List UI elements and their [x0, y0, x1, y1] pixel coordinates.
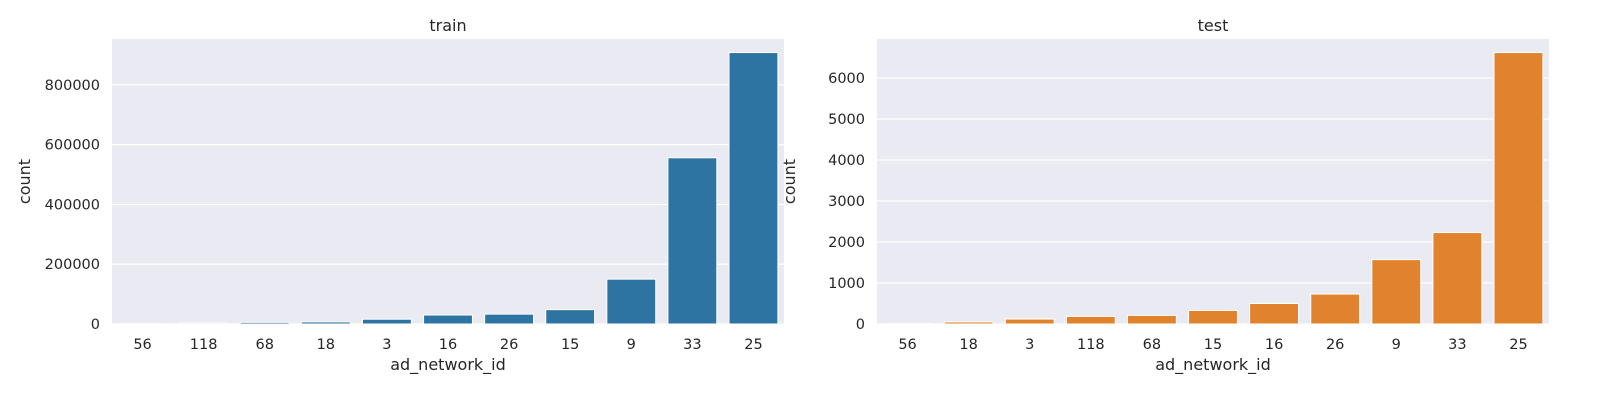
- test-y-tick-label: 0: [856, 317, 865, 333]
- train-x-tick-label: 118: [190, 337, 218, 353]
- train-x-tick-label: 68: [256, 337, 274, 353]
- train-x-tick-label: 3: [382, 337, 391, 353]
- train-x-tick-label: 26: [500, 337, 518, 353]
- train-x-tick-label: 18: [317, 337, 335, 353]
- train-x-tick-label: 16: [439, 337, 457, 353]
- train-bar: [239, 321, 290, 325]
- test-bar: [1126, 314, 1177, 325]
- test-bar: [943, 321, 994, 325]
- train-bar: [361, 318, 412, 325]
- train-y-axis-label: count: [15, 159, 34, 204]
- train-y-tick-label: 800000: [45, 78, 100, 94]
- train-bar: [728, 52, 779, 325]
- test-x-tick-label: 33: [1448, 337, 1466, 353]
- train-bar: [300, 321, 351, 325]
- test-x-tick-label: 68: [1143, 337, 1161, 353]
- test-bar: [1310, 293, 1361, 325]
- train-y-tick-label: 400000: [45, 197, 100, 213]
- test-y-tick-label: 6000: [828, 71, 865, 87]
- test-bar: [1493, 52, 1544, 325]
- test-bars: [882, 52, 1544, 325]
- train-x-tick-label: 33: [683, 337, 701, 353]
- train-y-tick-label: 600000: [45, 138, 100, 154]
- train-x-ticks: 56 118 68 18 3 16 26 15 9 33 25: [133, 337, 762, 353]
- test-bar: [1065, 315, 1116, 325]
- train-y-ticks: 0 200000 400000 600000 800000: [45, 78, 100, 333]
- test-bar: [1371, 259, 1422, 325]
- test-bar: [1249, 302, 1300, 325]
- test-x-tick-label: 118: [1077, 337, 1105, 353]
- test-bar: [1004, 318, 1055, 325]
- test-x-tick-label: 9: [1392, 337, 1401, 353]
- test-y-axis-label: count: [780, 159, 799, 204]
- train-bar: [423, 314, 473, 325]
- train-x-tick-label: 25: [744, 337, 762, 353]
- train-x-tick-label: 56: [133, 337, 151, 353]
- train-y-tick-label: 200000: [45, 257, 100, 273]
- test-x-tick-label: 18: [959, 337, 977, 353]
- train-chart: 0 200000 400000 600000 800000 56 118 68 18 3 16 26…: [15, 16, 784, 375]
- test-x-ticks: 56 18 3 118 68 15 16 26 9 33 25: [898, 337, 1527, 353]
- test-y-tick-label: 4000: [828, 153, 865, 169]
- test-chart: 0 1000 2000 3000 4000 5000 6000 56 18 3 118 68 15 16…: [780, 16, 1549, 375]
- test-y-tick-label: 3000: [828, 194, 865, 210]
- train-x-axis-label: ad_network_id: [390, 355, 506, 375]
- test-y-tick-label: 1000: [828, 276, 865, 292]
- train-bar: [606, 278, 657, 325]
- test-x-tick-label: 25: [1509, 337, 1527, 353]
- test-x-tick-label: 3: [1025, 337, 1034, 353]
- train-x-tick-label: 15: [561, 337, 579, 353]
- test-bar: [1188, 309, 1238, 325]
- train-bars: [117, 52, 779, 325]
- train-bar: [178, 322, 229, 325]
- test-y-tick-label: 5000: [828, 112, 865, 128]
- test-x-tick-label: 26: [1326, 337, 1344, 353]
- train-bar: [667, 157, 718, 325]
- test-bar: [1432, 232, 1483, 325]
- test-x-tick-label: 15: [1204, 337, 1222, 353]
- train-bar: [484, 313, 535, 325]
- train-title: train: [429, 16, 466, 35]
- test-x-axis-label: ad_network_id: [1155, 355, 1271, 375]
- train-y-tick-label: 0: [91, 317, 100, 333]
- train-bar: [545, 309, 596, 325]
- test-y-tick-label: 2000: [828, 235, 865, 251]
- test-title: test: [1198, 16, 1229, 35]
- train-x-tick-label: 9: [627, 337, 636, 353]
- test-x-tick-label: 16: [1265, 337, 1283, 353]
- test-x-tick-label: 56: [898, 337, 916, 353]
- test-y-ticks: 0 1000 2000 3000 4000 5000 6000: [828, 71, 865, 333]
